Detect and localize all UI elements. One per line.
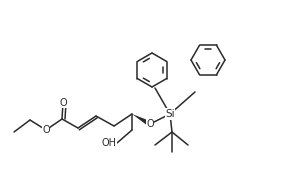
Text: O: O xyxy=(146,119,154,129)
Text: O: O xyxy=(42,125,50,135)
Text: Si: Si xyxy=(165,109,175,119)
Text: O: O xyxy=(59,98,67,108)
Text: OH: OH xyxy=(102,138,117,148)
Polygon shape xyxy=(132,114,151,126)
